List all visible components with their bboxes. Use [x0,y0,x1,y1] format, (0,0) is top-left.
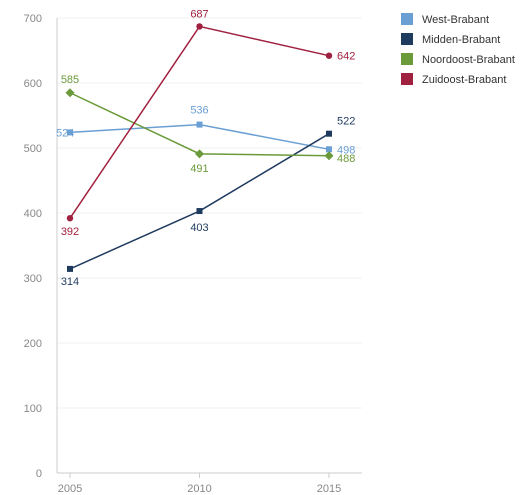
y-tick-label: 500 [24,143,42,155]
legend-label: Zuidoost-Brabant [422,74,506,86]
data-label: 642 [337,51,355,63]
legend-swatch [401,13,413,25]
y-tick-label: 300 [24,273,42,285]
legend-label: West-Brabant [422,14,489,26]
gridlines [57,17,362,409]
data-point [195,149,204,159]
data-label: 491 [190,163,208,175]
y-tick-label: 400 [24,208,42,220]
data-label: 314 [61,276,79,288]
y-tick-label: 700 [24,13,42,25]
data-label: 488 [337,153,355,165]
data-label: 687 [190,8,208,20]
axes [56,18,362,474]
y-tick-label: 100 [24,403,42,415]
data-point [325,52,333,59]
data-label: 498 [337,144,355,156]
data-point [326,130,332,137]
data-point [196,23,203,30]
x-axis-ticks: 2005 2010 2015 [58,473,341,495]
data-point [196,121,203,128]
data-label: 536 [190,105,208,117]
data-label: 585 [61,74,79,86]
data-point [67,265,73,272]
legend-swatch [401,53,413,65]
series-lines [65,23,334,272]
x-tick-label: 2010 [187,483,211,495]
legend-swatch [401,33,413,45]
legend-swatch [401,73,413,85]
legend-item: Zuidoost-Brabant [401,73,506,86]
data-point [65,88,75,98]
legend-item: Noordoost-Brabant [401,53,515,66]
data-label: 522 [337,116,355,128]
y-tick-label: 0 [36,468,42,480]
data-labels: 524 536 498 314 403 522 585 491 488 392 687 642 [56,8,355,287]
legend-label: Noordoost-Brabant [422,54,515,66]
data-label: 524 [56,127,74,139]
x-tick-label: 2015 [317,483,341,495]
data-point [67,129,73,136]
data-label: 403 [190,222,208,234]
y-tick-label: 200 [24,338,42,350]
legend-label: Midden-Brabant [422,34,500,46]
data-point [324,151,334,161]
x-tick-label: 2005 [58,483,82,495]
data-label: 392 [61,226,79,238]
legend: West-Brabant Midden-Brabant Noordoost-Brab… [401,13,515,86]
legend-item: West-Brabant [401,13,489,26]
data-point [66,215,74,222]
series-line-west-brabant [69,123,330,151]
legend-item: Midden-Brabant [401,33,500,46]
y-tick-label: 600 [24,78,42,90]
data-point [196,208,203,215]
y-axis-ticks: 0 100 200 300 400 500 600 700 [24,13,42,480]
data-point [326,146,332,153]
